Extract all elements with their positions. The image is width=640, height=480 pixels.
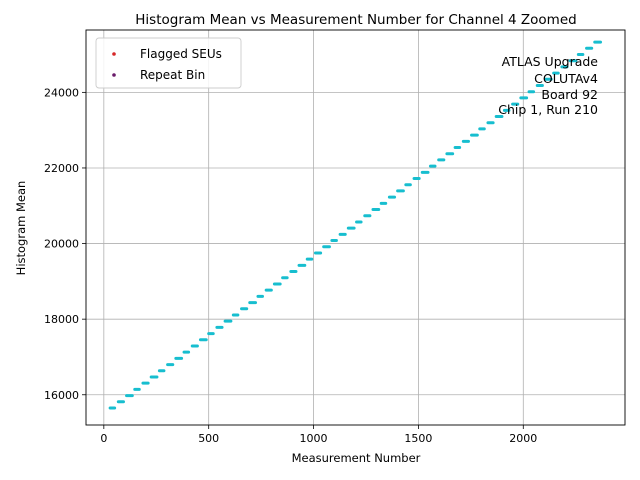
- x-tick-label: 1500: [404, 432, 432, 445]
- legend-box: [95, 37, 242, 89]
- x-axis-ticks: 0 500 1000 1500 2000: [100, 425, 537, 445]
- plot-frame: [85, 29, 626, 426]
- annotation-line-2: COLUTAv4: [534, 71, 598, 86]
- y-tick-label: 24000: [44, 86, 79, 99]
- grid-lines: [86, 30, 625, 425]
- data-points: [108, 40, 603, 410]
- annotation: ATLAS Upgrade COLUTAv4 Board 92 Chip 1, …: [498, 54, 598, 117]
- y-tick-label: 22000: [44, 162, 79, 175]
- legend-label-repeat-bin: Repeat Bin: [140, 68, 205, 82]
- annotation-line-1: ATLAS Upgrade: [502, 54, 599, 69]
- annotation-line-4: Chip 1, Run 210: [498, 102, 598, 117]
- annotation-line-3: Board 92: [541, 87, 598, 102]
- legend-marker-flagged-seus: [112, 52, 116, 56]
- legend: Flagged SEUs Repeat Bin: [95, 37, 242, 89]
- y-axis-label: Histogram Mean: [14, 181, 28, 276]
- x-tick-label: 1000: [300, 432, 328, 445]
- legend-label-flagged-seus: Flagged SEUs: [140, 47, 222, 61]
- x-tick-label: 0: [100, 432, 107, 445]
- chart-title: Histogram Mean vs Measurement Number for…: [135, 12, 576, 28]
- y-tick-label: 16000: [44, 389, 79, 402]
- legend-marker-repeat-bin: [112, 73, 116, 77]
- y-tick-label: 18000: [44, 313, 79, 326]
- y-tick-label: 20000: [44, 238, 79, 251]
- x-axis-label: Measurement Number: [292, 451, 421, 465]
- y-axis-ticks: 16000 18000 20000 22000 24000: [44, 86, 86, 402]
- x-tick-label: 2000: [509, 432, 537, 445]
- x-tick-label: 500: [198, 432, 219, 445]
